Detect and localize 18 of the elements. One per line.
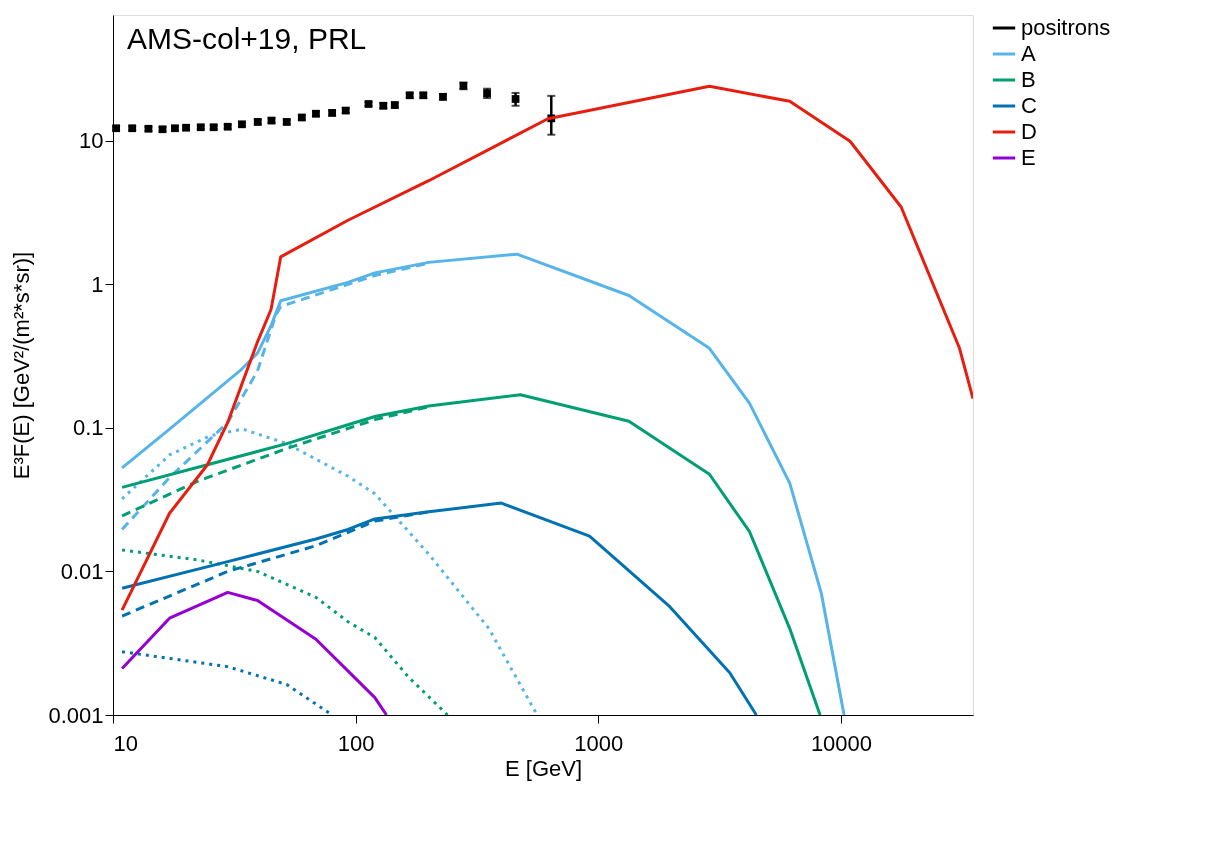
x-tick-label: 10: [113, 730, 138, 756]
y-tick-label: 1: [91, 271, 104, 297]
y-axis-title: E³F(E) [GeV²/(m²*s*sr)]: [9, 251, 35, 480]
y-tick-label: 0.1: [72, 415, 104, 441]
y-tick-label: 10: [79, 128, 104, 154]
annotation: AMS-col+19, PRL: [127, 22, 367, 55]
y-tick-label: 0.01: [60, 558, 104, 584]
x-tick-label: 10000: [810, 730, 873, 756]
x-tick-label: 100: [337, 730, 375, 756]
legend-label: E: [1021, 145, 1036, 170]
legend-label: positrons: [1021, 15, 1111, 40]
x-tick-label: 1000: [574, 730, 624, 756]
legend-label: C: [1021, 93, 1037, 118]
legend-label: A: [1021, 41, 1036, 66]
x-axis-title: E [GeV]: [504, 755, 583, 781]
y-tick-label: 0.001: [48, 702, 104, 728]
legend-label: B: [1021, 67, 1036, 92]
legend-label: D: [1021, 119, 1037, 144]
